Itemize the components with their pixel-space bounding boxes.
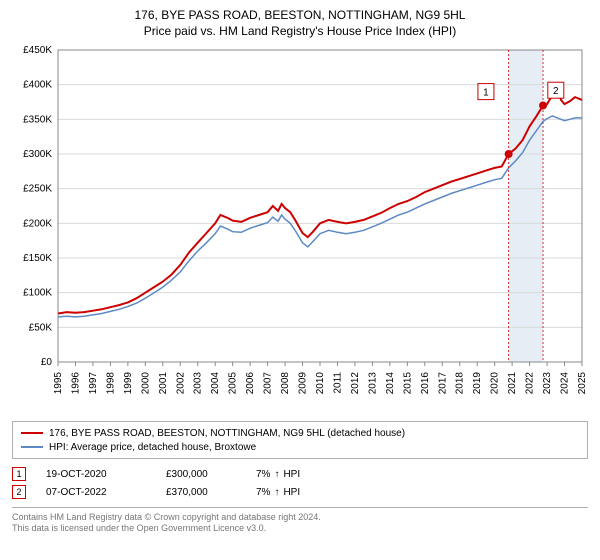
svg-text:2012: 2012	[350, 372, 361, 395]
footer: Contains HM Land Registry data © Crown c…	[12, 507, 588, 535]
subtitle: Price paid vs. HM Land Registry's House …	[12, 24, 588, 38]
footer-line-1: Contains HM Land Registry data © Crown c…	[12, 512, 588, 523]
svg-text:2024: 2024	[560, 372, 571, 395]
main-title: 176, BYE PASS ROAD, BEESTON, NOTTINGHAM,…	[12, 8, 588, 22]
svg-text:1996: 1996	[70, 372, 81, 395]
svg-text:£200K: £200K	[23, 218, 52, 229]
legend: 176, BYE PASS ROAD, BEESTON, NOTTINGHAM,…	[12, 421, 588, 459]
svg-text:2008: 2008	[280, 372, 291, 395]
legend-swatch	[21, 432, 43, 434]
svg-text:2003: 2003	[193, 372, 204, 395]
legend-label: HPI: Average price, detached house, Brox…	[49, 442, 256, 453]
legend-label: 176, BYE PASS ROAD, BEESTON, NOTTINGHAM,…	[49, 428, 405, 439]
event-price: £370,000	[166, 487, 236, 498]
svg-text:2017: 2017	[437, 372, 448, 395]
svg-text:2021: 2021	[507, 372, 518, 395]
svg-text:2022: 2022	[525, 372, 536, 395]
svg-text:2001: 2001	[158, 372, 169, 395]
svg-text:2010: 2010	[315, 372, 326, 395]
footer-line-2: This data is licensed under the Open Gov…	[12, 523, 588, 534]
svg-text:2018: 2018	[455, 372, 466, 395]
svg-text:£50K: £50K	[29, 322, 53, 333]
event-delta-vs: HPI	[283, 469, 300, 480]
up-arrow-icon: ↑	[274, 487, 279, 498]
event-date: 19-OCT-2020	[46, 469, 146, 480]
event-price: £300,000	[166, 469, 236, 480]
event-id-box: 2	[12, 485, 26, 499]
svg-text:1995: 1995	[53, 372, 64, 395]
svg-text:2020: 2020	[490, 372, 501, 395]
svg-text:2014: 2014	[385, 372, 396, 395]
chart-area: £0 £50K £100K £150K £200K £250K £300K £350K £400…	[12, 42, 588, 417]
event-delta-vs: HPI	[283, 487, 300, 498]
svg-text:£250K: £250K	[23, 184, 52, 195]
svg-text:£100K: £100K	[23, 288, 52, 299]
up-arrow-icon: ↑	[274, 469, 279, 480]
event-delta-pct: 7%	[256, 487, 270, 498]
figure-root: 176, BYE PASS ROAD, BEESTON, NOTTINGHAM,…	[0, 0, 600, 560]
event-row: 1 19-OCT-2020 £300,000 7% ↑ HPI	[12, 465, 588, 483]
svg-text:2025: 2025	[577, 372, 588, 395]
svg-text:2019: 2019	[472, 372, 483, 395]
event-date: 07-OCT-2022	[46, 487, 146, 498]
event-delta: 7% ↑ HPI	[256, 469, 300, 480]
svg-text:2006: 2006	[245, 372, 256, 395]
svg-text:£0: £0	[41, 357, 53, 368]
svg-text:£150K: £150K	[23, 253, 52, 264]
svg-text:2007: 2007	[263, 372, 274, 395]
title-block: 176, BYE PASS ROAD, BEESTON, NOTTINGHAM,…	[12, 8, 588, 38]
svg-text:2023: 2023	[542, 372, 553, 395]
event-delta: 7% ↑ HPI	[256, 487, 300, 498]
legend-swatch	[21, 446, 43, 448]
svg-text:2013: 2013	[367, 372, 378, 395]
svg-text:1997: 1997	[88, 372, 99, 395]
svg-text:£450K: £450K	[23, 45, 52, 56]
chart-svg: £0 £50K £100K £150K £200K £250K £300K £350K £400…	[12, 42, 588, 417]
svg-text:2004: 2004	[210, 372, 221, 395]
svg-text:2005: 2005	[228, 372, 239, 395]
svg-text:1999: 1999	[123, 372, 134, 395]
svg-text:1: 1	[483, 88, 489, 99]
svg-text:2000: 2000	[140, 372, 151, 395]
svg-text:2016: 2016	[420, 372, 431, 395]
legend-row: HPI: Average price, detached house, Brox…	[21, 440, 579, 454]
svg-text:2009: 2009	[298, 372, 309, 395]
svg-text:£350K: £350K	[23, 114, 52, 125]
svg-text:2015: 2015	[402, 372, 413, 395]
svg-text:£400K: £400K	[23, 80, 52, 91]
svg-text:£300K: £300K	[23, 149, 52, 160]
legend-row: 176, BYE PASS ROAD, BEESTON, NOTTINGHAM,…	[21, 426, 579, 440]
svg-text:1998: 1998	[105, 372, 116, 395]
event-id-box: 1	[12, 467, 26, 481]
event-row: 2 07-OCT-2022 £370,000 7% ↑ HPI	[12, 483, 588, 501]
svg-text:2002: 2002	[175, 372, 186, 395]
event-delta-pct: 7%	[256, 469, 270, 480]
svg-text:2011: 2011	[332, 372, 343, 394]
events-table: 1 19-OCT-2020 £300,000 7% ↑ HPI 2 07-OCT…	[12, 465, 588, 501]
svg-text:2: 2	[553, 86, 559, 97]
